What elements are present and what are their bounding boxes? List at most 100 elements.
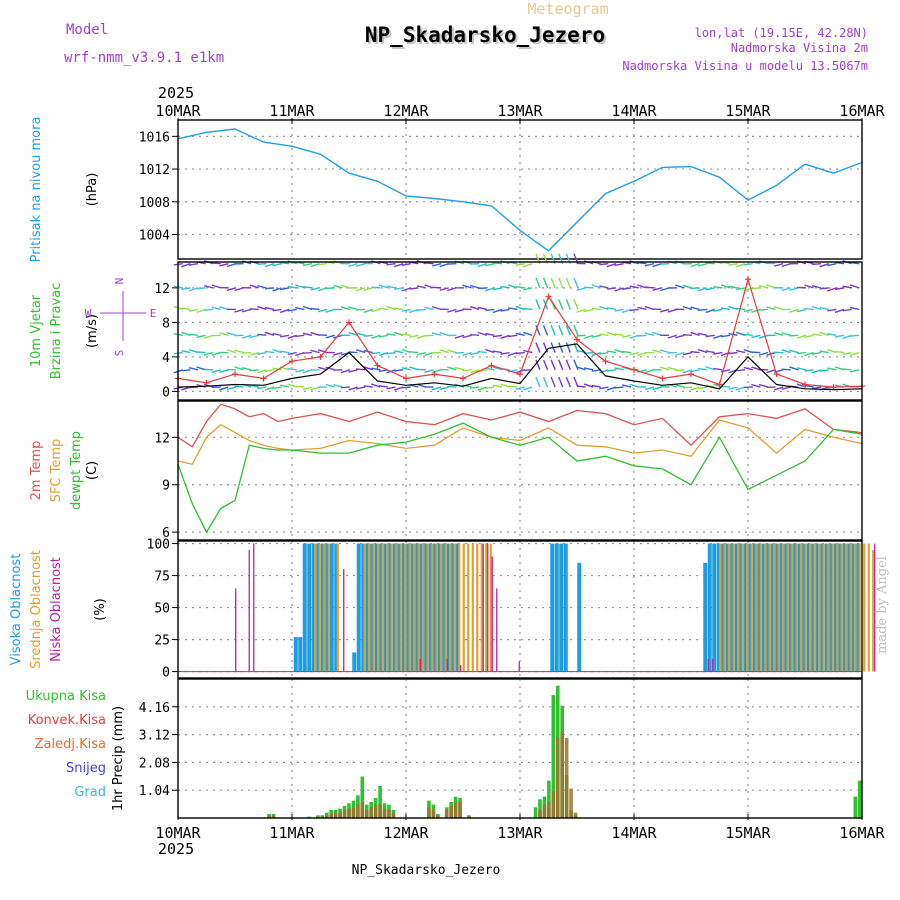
cloud-bar (815, 543, 820, 672)
wind-barb (409, 351, 419, 354)
y-tick-label: 1004 (139, 228, 170, 243)
wind-barb (606, 369, 617, 372)
wind-barb (234, 385, 244, 388)
wind-barb (317, 349, 328, 354)
wind-barb (272, 332, 282, 337)
wind-barb (728, 351, 738, 355)
precip-total-bar (551, 695, 556, 818)
wind-barb (644, 263, 655, 267)
cloud-bar (788, 543, 793, 672)
wind-barb (705, 366, 715, 371)
x-tick-label-top: 14MAR (611, 102, 657, 120)
wind-barb (614, 287, 624, 292)
wind-barb (469, 305, 480, 311)
wind-barb (477, 350, 487, 354)
wind-barb (834, 366, 845, 371)
wind-barb (622, 287, 632, 290)
cloud-bar (327, 543, 330, 672)
wind-barb (675, 334, 685, 339)
panel-label: Srednja Oblacnost (29, 550, 44, 669)
wind-barb (234, 349, 244, 354)
wind-barb (682, 284, 693, 289)
precip-conv-bar (444, 809, 449, 818)
precip-conv-bar (564, 737, 569, 818)
cloud-bar (779, 543, 784, 672)
cloud-bar (435, 543, 438, 672)
precip-total-bar (378, 785, 382, 818)
wind-barb (591, 334, 601, 338)
wind-barb (378, 307, 389, 311)
wind-barb (386, 263, 396, 266)
wind-barb (280, 261, 290, 265)
cloud-bar (793, 543, 798, 672)
cloud-bar (761, 543, 766, 672)
wind-barb (371, 367, 381, 371)
x-tick-label-bottom: 12MAR (383, 824, 429, 842)
cloud-bar (723, 543, 726, 672)
cloud-bar (743, 543, 748, 672)
x-tick-label-top: 15MAR (725, 102, 771, 120)
cloud-bar (356, 543, 361, 672)
wind-barb (310, 349, 320, 354)
wind-barb (599, 305, 609, 311)
cloud-bar (383, 543, 388, 672)
wind-barb (348, 369, 358, 373)
wind-barb (249, 308, 259, 311)
wind-barb (264, 263, 275, 268)
wind-barb (363, 366, 373, 371)
cloud-bar (401, 543, 406, 672)
cloud-bar (827, 543, 830, 672)
wind-barb (257, 386, 267, 390)
y-tick-label: 1.04 (139, 784, 170, 799)
wind-barb (507, 351, 518, 357)
wind-barb (515, 305, 525, 311)
precip-legend-label: Snijeg (66, 761, 106, 776)
wind-barb (849, 284, 860, 289)
wind-barb (287, 351, 297, 356)
wind-barb (287, 334, 297, 339)
cloud-bar (471, 543, 474, 672)
wind-barb (811, 369, 822, 374)
wind-barb (629, 285, 639, 289)
wind-barb (272, 367, 282, 371)
wind-barb (371, 308, 381, 313)
wind-barb (535, 299, 541, 310)
wind-barb (606, 331, 617, 336)
precip-conv-bar (324, 815, 329, 818)
y-tick-label: 1012 (139, 163, 170, 178)
wind-barb (469, 369, 480, 374)
cloud-bar (410, 543, 415, 672)
wind-barb (515, 285, 525, 289)
wind-barb (576, 334, 586, 337)
wind-barb (431, 369, 442, 374)
wind-barb (363, 385, 373, 388)
wind-barb (310, 263, 320, 268)
cloud-bar (863, 543, 866, 672)
precip-legend-label: Grad (74, 785, 106, 800)
cloud-bar (455, 543, 460, 672)
x-tick-label-bottom: 13MAR (497, 824, 543, 842)
wind-barb (280, 384, 290, 388)
y-tick-label: 4.16 (139, 701, 170, 716)
wind-barb (606, 307, 617, 311)
cloud-bar (856, 543, 861, 672)
precip-total-bar (533, 807, 538, 818)
wind-barb (789, 287, 799, 292)
wind-barb (523, 263, 533, 268)
cloud-bar (388, 543, 393, 672)
cloud-bar (766, 543, 771, 672)
wind-barb (348, 331, 358, 336)
cloud-bar (419, 658, 421, 672)
wind-barb (477, 331, 487, 336)
wind-barb (295, 306, 305, 311)
cloud-bar (833, 543, 838, 672)
wind-barb (310, 287, 320, 291)
wind-barb (401, 308, 411, 312)
wind-barb (827, 263, 837, 267)
y-tick-label: 0 (162, 666, 170, 681)
wind-barb (637, 261, 647, 265)
wind-barb (705, 287, 715, 291)
wind-barb (629, 334, 639, 339)
wind-barb (614, 333, 624, 337)
